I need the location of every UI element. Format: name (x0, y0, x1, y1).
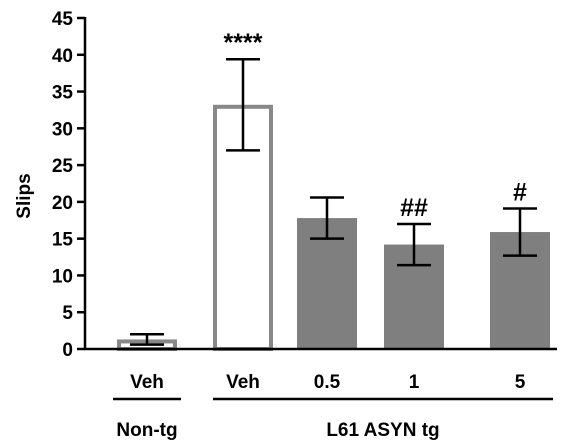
y-tick-label: 45 (52, 9, 74, 30)
significance-label: # (513, 179, 527, 207)
x-tick-label: Veh (130, 372, 164, 393)
y-tick-label: 10 (52, 266, 73, 287)
group-labels: Non-tg L61 ASYN tg (113, 397, 553, 441)
y-tick-label: 20 (52, 193, 73, 214)
significance-label: **** (224, 29, 263, 57)
group-label: Non-tg (116, 420, 177, 441)
y-tick-label: 0 (62, 340, 73, 361)
y-tick-label: 25 (52, 156, 74, 177)
x-tick-label: 5 (515, 372, 526, 393)
y-axis-title: Slips (14, 173, 35, 218)
error-bars: ****### (130, 29, 537, 346)
y-tick-label: 35 (52, 83, 74, 104)
y-tick-label: 30 (52, 119, 73, 140)
y-tick-label: 40 (52, 46, 73, 67)
x-axis: Veh Veh 0.5 1 5 (84, 347, 557, 393)
bars (117, 104, 550, 351)
significance-label: ## (400, 194, 428, 222)
y-tick-label: 15 (52, 230, 74, 251)
group-label: L61 ASYN tg (326, 420, 439, 441)
x-tick-label: 0.5 (314, 372, 341, 393)
x-tick-label: 1 (409, 372, 420, 393)
y-axis: 0 5 10 15 20 25 30 35 40 45 (52, 9, 87, 361)
y-tick-label: 5 (62, 303, 73, 324)
x-tick-label: Veh (226, 372, 260, 393)
